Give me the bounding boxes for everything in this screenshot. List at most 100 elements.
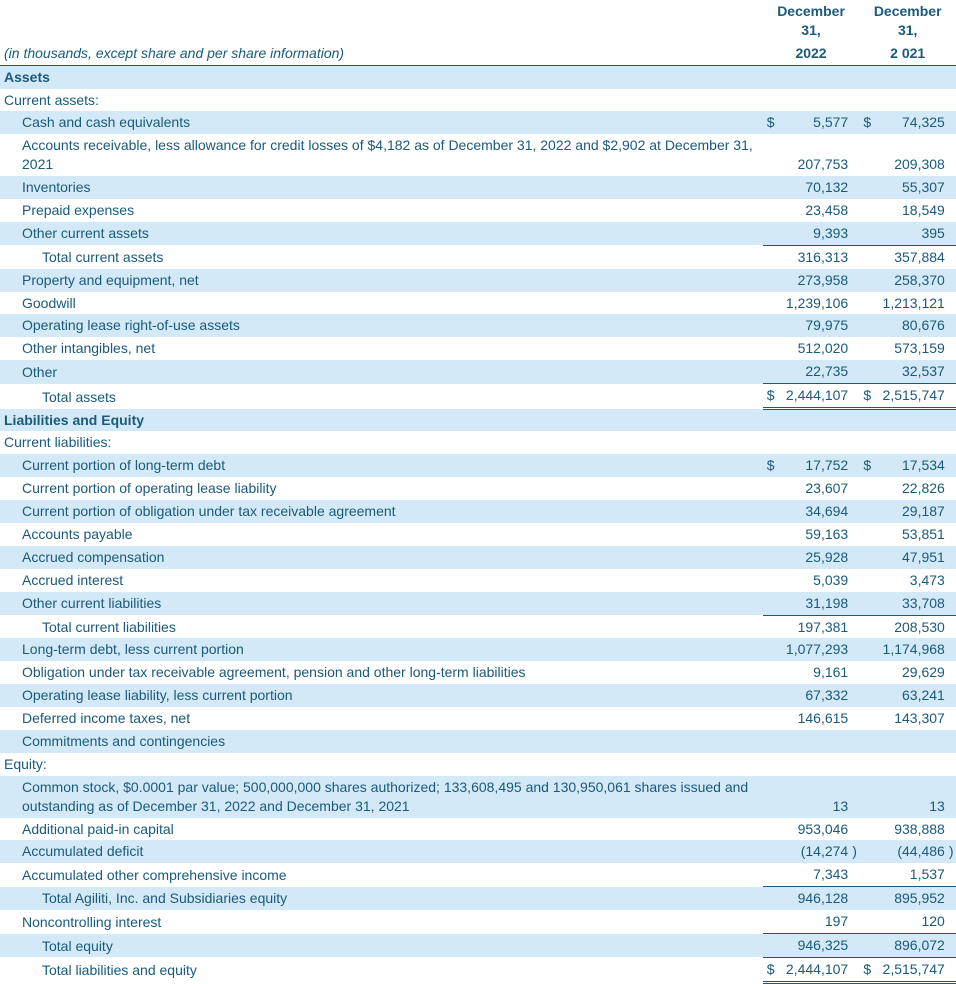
cell-paren — [949, 176, 956, 199]
cell-paren — [949, 753, 956, 776]
currency-symbol — [859, 592, 873, 615]
row-label: Accumulated other comprehensive income — [0, 863, 763, 886]
row-label: Goodwill — [0, 292, 763, 315]
currency-symbol — [859, 134, 873, 176]
cell-value — [777, 753, 852, 776]
table-row: Common stock, $0.0001 par value; 500,000… — [0, 776, 956, 818]
cell-paren — [852, 753, 859, 776]
currency-symbol — [763, 615, 777, 638]
row-label: Other current liabilities — [0, 592, 763, 615]
cell-value: 2,444,107 — [777, 384, 852, 409]
currency-symbol — [859, 546, 873, 569]
table-row: Equity: — [0, 753, 956, 776]
currency-symbol — [859, 269, 873, 292]
cell-value: 2,515,747 — [874, 957, 949, 982]
cell-paren — [949, 337, 956, 360]
table-row: Liabilities and Equity — [0, 409, 956, 432]
currency-symbol — [859, 638, 873, 661]
cell-paren — [949, 818, 956, 841]
currency-symbol — [763, 500, 777, 523]
cell-paren — [949, 134, 956, 176]
cell-value: 120 — [874, 910, 949, 933]
cell-paren — [852, 730, 859, 753]
currency-symbol — [859, 615, 873, 638]
row-label: Other — [0, 360, 763, 383]
row-label: Current portion of obligation under tax … — [0, 500, 763, 523]
cell-value: 5,039 — [777, 569, 852, 592]
cell-value: 1,077,293 — [777, 638, 852, 661]
cell-paren — [852, 477, 859, 500]
cell-value — [874, 753, 949, 776]
currency-symbol — [859, 684, 873, 707]
currency-symbol — [859, 199, 873, 222]
cell-value: 2,444,107 — [777, 957, 852, 982]
cell-paren — [852, 111, 859, 134]
currency-symbol — [859, 292, 873, 315]
cell-value: 47,951 — [874, 546, 949, 569]
cell-paren — [852, 523, 859, 546]
cell-value: 946,325 — [777, 934, 852, 958]
row-label: Assets — [0, 65, 763, 88]
cell-paren — [852, 384, 859, 409]
cell-value: 1,239,106 — [777, 292, 852, 315]
table-row: Current portion of long-term debt$17,752… — [0, 454, 956, 477]
row-label: Obligation under tax receivable agreemen… — [0, 661, 763, 684]
table-row: Total liabilities and equity$2,444,107$2… — [0, 957, 956, 982]
cell-value: 512,020 — [777, 337, 852, 360]
cell-paren — [852, 500, 859, 523]
cell-value: 23,458 — [777, 199, 852, 222]
table-subtitle: (in thousands, except share and per shar… — [0, 42, 763, 65]
table-row: Other22,73532,537 — [0, 360, 956, 383]
cell-value: 31,198 — [777, 592, 852, 615]
currency-symbol — [763, 863, 777, 886]
row-label: Operating lease liability, less current … — [0, 684, 763, 707]
currency-symbol — [763, 176, 777, 199]
cell-value: 9,393 — [777, 222, 852, 245]
cell-value: 53,851 — [874, 523, 949, 546]
currency-symbol — [859, 360, 873, 383]
cell-paren — [852, 89, 859, 112]
currency-symbol — [763, 887, 777, 910]
cell-value — [777, 89, 852, 112]
cell-value: 22,826 — [874, 477, 949, 500]
row-label: Other intangibles, net — [0, 337, 763, 360]
currency-symbol — [859, 569, 873, 592]
table-row: Total current assets316,313357,884 — [0, 245, 956, 268]
currency-symbol — [859, 730, 873, 753]
cell-value: 953,046 — [777, 818, 852, 841]
currency-symbol — [859, 863, 873, 886]
row-label: Total equity — [0, 934, 763, 958]
currency-symbol — [859, 707, 873, 730]
cell-value: 197 — [777, 910, 852, 933]
row-label: Accounts receivable, less allowance for … — [0, 134, 763, 176]
table-row: Property and equipment, net273,958258,37… — [0, 269, 956, 292]
col1-date: December 31, — [763, 0, 860, 42]
currency-symbol — [859, 409, 873, 432]
cell-paren — [949, 89, 956, 112]
cell-value: 13 — [777, 776, 852, 818]
cell-value: 80,676 — [874, 314, 949, 337]
cell-paren — [852, 199, 859, 222]
currency-symbol — [763, 546, 777, 569]
cell-paren: ) — [852, 840, 859, 863]
cell-paren — [949, 707, 956, 730]
currency-symbol — [763, 684, 777, 707]
cell-value — [777, 730, 852, 753]
row-label: Other current assets — [0, 222, 763, 245]
cell-paren — [949, 523, 956, 546]
currency-symbol — [763, 409, 777, 432]
cell-value: 395 — [874, 222, 949, 245]
header-row-2: (in thousands, except share and per shar… — [0, 42, 956, 65]
table-row: Noncontrolling interest197120 — [0, 910, 956, 933]
currency-symbol: $ — [763, 111, 777, 134]
cell-value: 29,629 — [874, 661, 949, 684]
cell-value: 13 — [874, 776, 949, 818]
currency-symbol: $ — [763, 454, 777, 477]
cell-value — [777, 65, 852, 88]
currency-symbol — [859, 477, 873, 500]
cell-paren — [852, 431, 859, 454]
table-row: Operating lease right-of-use assets79,97… — [0, 314, 956, 337]
cell-value: (14,274 — [777, 840, 852, 863]
currency-symbol — [859, 776, 873, 818]
cell-paren — [949, 863, 956, 886]
